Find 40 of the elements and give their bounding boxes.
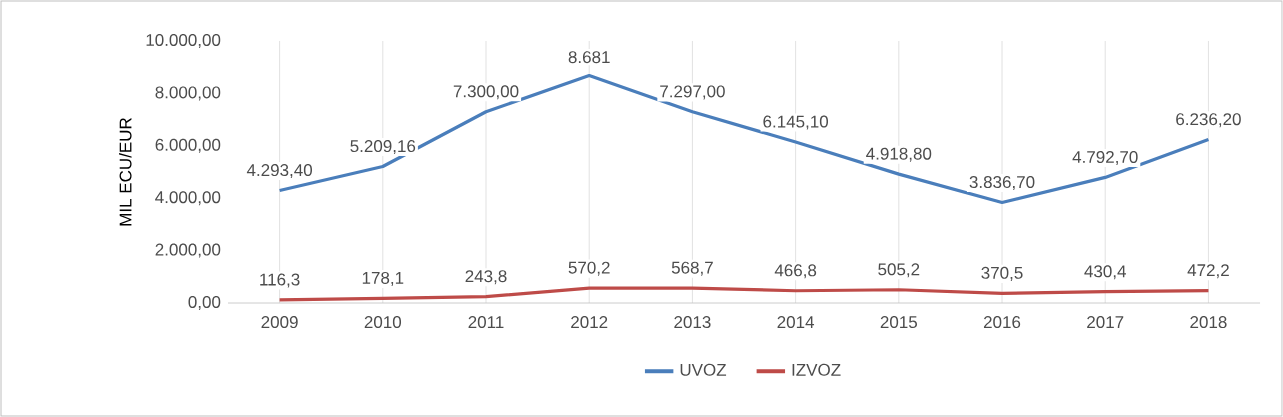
data-label: 466,8	[774, 264, 817, 279]
data-label: 6.145,10	[763, 115, 829, 130]
data-label: 116,3	[260, 273, 300, 288]
data-label: 370,5	[981, 266, 1023, 281]
x-tick-label: 2011	[468, 316, 504, 329]
data-label: 5.209,16	[350, 140, 416, 155]
data-label: 6.236,20	[1176, 113, 1241, 128]
x-tick-label: 2015	[880, 316, 918, 329]
y-axis-title: MIL ECU/EUR	[119, 118, 132, 226]
x-tick-label: 2016	[983, 316, 1021, 329]
data-label: 472,2	[1187, 264, 1229, 279]
data-label: 3.836,70	[969, 176, 1035, 191]
x-tick-label: 2009	[261, 316, 298, 329]
data-label: 505,2	[878, 263, 920, 278]
y-tick-label: 8.000,00	[155, 86, 221, 101]
legend-label: IZVOZ	[792, 363, 841, 376]
data-label: 7.300,00	[453, 85, 519, 100]
data-label: 4.293,40	[246, 164, 313, 179]
data-label: 7.297,00	[660, 85, 725, 100]
y-tick-label: 0,00	[188, 295, 221, 311]
data-label: 4.918,80	[866, 147, 932, 162]
x-tick-label: 2010	[364, 316, 402, 329]
data-label: 568,7	[671, 261, 713, 276]
data-label: 178,1	[362, 271, 404, 286]
y-tick-label: 10.000,00	[146, 33, 221, 49]
y-tick-label: 2.000,00	[155, 243, 221, 258]
y-tick-label: 6.000,00	[155, 138, 221, 153]
data-label: 4.792,70	[1072, 151, 1138, 166]
legend-label: UVOZ	[680, 363, 727, 376]
data-label: 430,4	[1084, 265, 1127, 280]
line-series	[278, 286, 1211, 302]
y-tick-label: 4.000,00	[155, 191, 221, 206]
x-tick-label: 2014	[777, 316, 815, 329]
data-label: 8.681	[568, 51, 610, 64]
x-tick-label: 2013	[674, 316, 711, 329]
x-tick-label: 2018	[1190, 316, 1227, 329]
x-tick-label: 2012	[571, 316, 608, 329]
data-label: 243,8	[465, 270, 507, 285]
x-tick-label: 2017	[1087, 316, 1124, 329]
data-label: 570,2	[568, 261, 610, 276]
